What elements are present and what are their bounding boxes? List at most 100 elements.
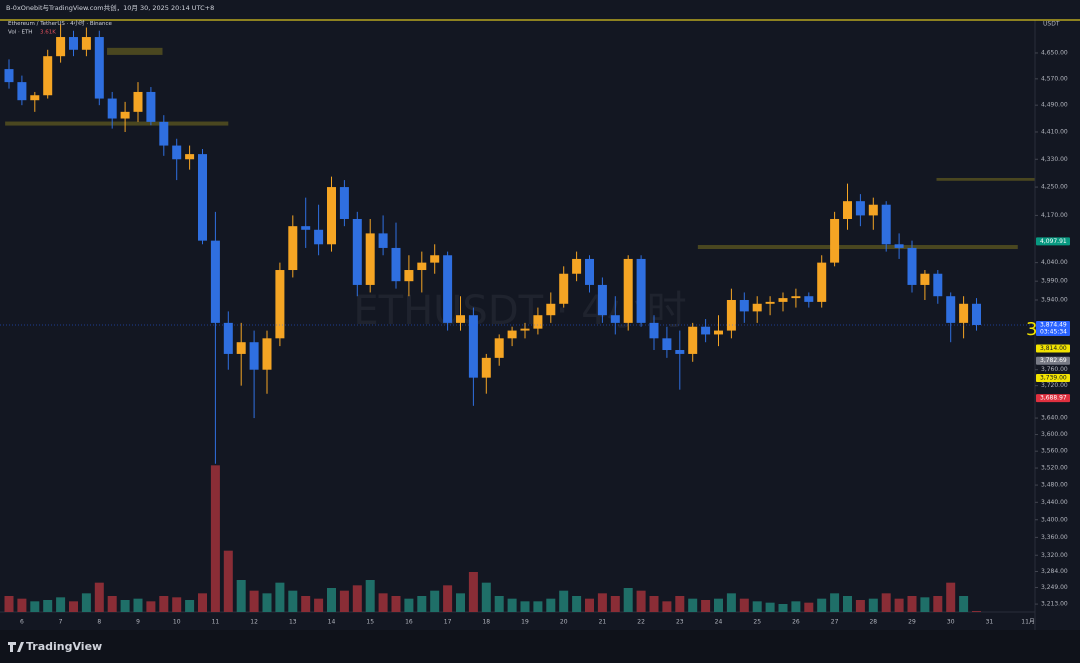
volume-bar — [675, 596, 685, 612]
volume-bar — [752, 601, 762, 612]
volume-bar — [649, 596, 659, 612]
candle-body — [339, 187, 349, 219]
volume-bar — [726, 593, 736, 612]
x-tick-label: 29 — [908, 619, 916, 626]
zone — [107, 47, 163, 55]
y-tick-label: 4,040.00 — [1041, 259, 1068, 266]
zone — [697, 245, 1018, 250]
candle-body — [314, 229, 324, 245]
candle-body — [198, 154, 207, 241]
volume-bar — [881, 593, 891, 612]
candle-body — [275, 270, 285, 339]
candle-body — [559, 273, 569, 304]
candle-body — [894, 244, 904, 248]
y-tick-label: 3,480.00 — [1041, 482, 1068, 489]
price-label: 3,739.00 — [1040, 375, 1067, 382]
candle-body — [817, 262, 827, 302]
volume-bar — [133, 598, 143, 612]
zone — [936, 177, 1035, 181]
volume-bar — [288, 590, 298, 612]
candle-body — [585, 258, 594, 285]
y-tick-label: 3,440.00 — [1041, 499, 1068, 506]
candle-body — [610, 315, 620, 323]
footer-bar — [0, 630, 1080, 663]
volume-bar — [804, 602, 814, 612]
candle-body — [623, 258, 633, 323]
volume-bar — [210, 465, 220, 612]
x-tick-label: 22 — [637, 619, 645, 626]
candle-body — [701, 326, 711, 335]
y-tick-label: 3,560.00 — [1041, 448, 1068, 455]
volume-bar — [391, 596, 401, 612]
volume-bar — [920, 597, 930, 612]
candle-body — [81, 37, 91, 50]
volume-bar — [688, 598, 698, 612]
volume-bar — [855, 600, 865, 612]
candle-body — [43, 56, 53, 96]
x-tick-label: 20 — [560, 619, 568, 626]
x-tick-label: 6 — [20, 619, 24, 626]
price-label-box — [1036, 356, 1070, 365]
volume-bar — [236, 580, 246, 612]
candle-body — [378, 233, 388, 248]
volume-bar — [714, 598, 723, 612]
volume-bar — [791, 601, 801, 612]
candle-body — [688, 326, 698, 354]
volume-bar — [468, 572, 478, 612]
volume-bar — [610, 596, 620, 612]
volume-bar — [223, 550, 233, 612]
candle-body — [327, 187, 336, 245]
volume-bar — [843, 596, 852, 612]
volume-bar — [43, 600, 53, 612]
y-tick-label: 3,360.00 — [1041, 534, 1068, 541]
volume-bar — [249, 590, 259, 612]
y-tick-label: 4,250.00 — [1041, 184, 1068, 191]
x-tick-label: 14 — [328, 619, 336, 626]
y-tick-label: 3,284.00 — [1041, 568, 1068, 575]
candle-body — [714, 330, 723, 335]
volume-bar — [81, 593, 91, 612]
candle-body — [881, 204, 891, 245]
candle-body — [146, 91, 156, 122]
x-tick-label: 9 — [136, 619, 140, 626]
brand: TradingView — [26, 640, 102, 653]
volume-bar — [778, 604, 788, 612]
volume-bar — [198, 593, 207, 612]
candle-body — [404, 270, 414, 282]
candle-body — [946, 296, 956, 323]
volume-bar — [946, 582, 956, 612]
y-tick-label: 3,760.00 — [1041, 366, 1068, 373]
volume-bar — [494, 596, 504, 612]
candle-body — [843, 201, 852, 219]
x-tick-label: 18 — [482, 619, 490, 626]
y-tick-label: 3,249.00 — [1041, 584, 1068, 591]
volume-bar — [94, 582, 104, 612]
candle-body — [249, 342, 259, 370]
price-label-box — [1036, 374, 1070, 383]
x-tick-label: 21 — [599, 619, 607, 626]
candle-body — [520, 328, 530, 331]
candle-body — [456, 315, 465, 323]
volume-bar — [817, 598, 827, 612]
candle-body — [288, 226, 298, 271]
volume-bar — [933, 596, 943, 612]
x-tick-label: 10 — [173, 619, 181, 626]
candle-body — [649, 322, 659, 339]
candle-body — [765, 301, 775, 304]
candle-body — [546, 303, 556, 316]
volume-bar — [959, 596, 969, 612]
volume-bar — [507, 598, 517, 612]
candle-body — [804, 296, 814, 302]
volume-bar — [597, 593, 607, 612]
candle-body — [494, 338, 504, 358]
volume-bar — [30, 601, 40, 612]
volume-bar — [572, 596, 582, 612]
y-tick-label: 4,650.00 — [1041, 49, 1068, 56]
price-label: 3,688.97 — [1040, 395, 1067, 402]
candle-body — [107, 98, 117, 119]
volume-label: Vol · ETH — [8, 30, 32, 36]
volume-bar — [868, 598, 878, 612]
header: B-0xOnebit与TradingView.com共创，10月 30, 202… — [6, 3, 214, 12]
